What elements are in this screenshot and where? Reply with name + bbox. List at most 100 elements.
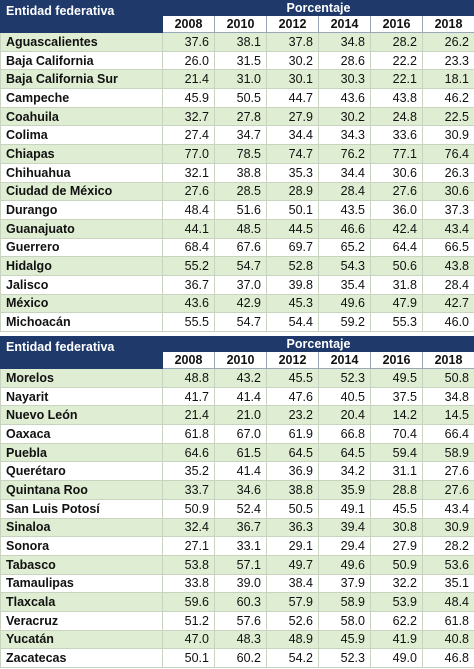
table-row: Sonora 27.1 33.1 29.1 29.4 27.9 28.2 — [0, 536, 474, 556]
percentage-cell: 33.1 — [214, 536, 267, 556]
percentage-cell: 64.6 — [162, 442, 215, 463]
percentage-cell: 38.8 — [214, 162, 267, 183]
table-row: Oaxaca 61.8 67.0 61.9 66.8 70.4 66.4 — [0, 424, 474, 444]
percentage-cell: 30.9 — [421, 125, 474, 146]
percentage-cell: 31.0 — [214, 69, 267, 90]
percentage-cell: 27.1 — [162, 536, 215, 556]
percentage-cell: 52.4 — [214, 498, 267, 519]
state-name: Puebla — [0, 442, 163, 463]
percentage-cell: 49.5 — [370, 368, 423, 388]
table-body: Aguascalientes 37.6 38.1 37.8 34.8 28.2 26.2 Ba… — [0, 32, 474, 332]
percentage-cell: 43.4 — [421, 498, 474, 519]
table-row: Zacatecas 50.1 60.2 54.2 52.3 49.0 46.8 — [0, 648, 474, 668]
percentage-cell: 14.5 — [421, 405, 474, 426]
state-name: Campeche — [0, 88, 163, 108]
year-header: 2010 — [214, 15, 267, 33]
percentage-cell: 58.9 — [318, 592, 371, 612]
percentage-cell: 78.5 — [214, 144, 267, 164]
percentage-cell: 34.2 — [318, 461, 371, 482]
percentage-cell: 27.6 — [162, 181, 215, 202]
table-row: Hidalgo 55.2 54.7 52.8 54.3 50.6 43.8 — [0, 256, 474, 276]
table-row: México 43.6 42.9 45.3 49.6 47.9 42.7 — [0, 293, 474, 314]
percentage-cell: 61.8 — [421, 610, 474, 631]
percentage-cell: 41.4 — [214, 386, 267, 407]
percentage-cell: 30.1 — [266, 69, 319, 90]
percentage-cell: 46.8 — [421, 648, 474, 668]
table-row: Campeche 45.9 50.5 44.7 43.6 43.8 46.2 — [0, 88, 474, 108]
state-name: Nuevo León — [0, 405, 163, 426]
state-name: Sinaloa — [0, 517, 163, 538]
percentage-cell: 69.7 — [266, 237, 319, 258]
percentage-cell: 31.8 — [370, 274, 423, 295]
percentage-cell: 47.6 — [266, 386, 319, 407]
percentage-cell: 23.2 — [266, 405, 319, 426]
table-row: Michoacán 55.5 54.7 54.4 59.2 55.3 46.0 — [0, 312, 474, 332]
table-header: Entidad federativa Porcentaje 2008 2010 2012… — [0, 336, 474, 369]
table-row: Coahuila 32.7 27.8 27.9 30.2 24.8 22.5 — [0, 106, 474, 127]
percentage-cell: 37.5 — [370, 386, 423, 407]
percentage-cell: 48.5 — [214, 218, 267, 239]
percentage-cell: 53.6 — [421, 554, 474, 575]
state-name: Tamaulipas — [0, 573, 163, 594]
percentage-cell: 45.3 — [266, 293, 319, 314]
percentage-cell: 64.5 — [266, 442, 319, 463]
percentage-cell: 31.1 — [370, 461, 423, 482]
percentage-cell: 32.2 — [370, 573, 423, 594]
percentage-cell: 47.9 — [370, 293, 423, 314]
percentage-cell: 42.4 — [370, 218, 423, 239]
percentage-cell: 41.7 — [162, 386, 215, 407]
year-header: 2014 — [318, 351, 371, 369]
percentage-cell: 50.9 — [370, 554, 423, 575]
year-header: 2016 — [370, 351, 423, 369]
percentage-cell: 26.3 — [421, 162, 474, 183]
percentage-cell: 76.2 — [318, 144, 371, 164]
percentage-cell: 42.9 — [214, 293, 267, 314]
percentage-cell: 36.9 — [266, 461, 319, 482]
percentage-cell: 55.3 — [370, 312, 423, 332]
percentage-cell: 22.2 — [370, 50, 423, 71]
percentage-cell: 28.2 — [421, 536, 474, 556]
state-name: San Luis Potosí — [0, 498, 163, 519]
percentage-cell: 54.4 — [266, 312, 319, 332]
table-row: Durango 48.4 51.6 50.1 43.5 36.0 37.3 — [0, 200, 474, 220]
state-name: Guanajuato — [0, 218, 163, 239]
percentage-cell: 68.4 — [162, 237, 215, 258]
percentage-cell: 59.4 — [370, 442, 423, 463]
percentage-cell: 22.5 — [421, 106, 474, 127]
percentage-cell: 42.7 — [421, 293, 474, 314]
percentage-cell: 39.8 — [266, 274, 319, 295]
percentage-cell: 27.4 — [162, 125, 215, 146]
percentage-cell: 29.1 — [266, 536, 319, 556]
percentage-cell: 46.6 — [318, 218, 371, 239]
data-table: Entidad federativa Porcentaje 2008 2010 2012… — [0, 0, 474, 332]
percentage-cell: 38.1 — [214, 32, 267, 52]
table-row: Aguascalientes 37.6 38.1 37.8 34.8 28.2 26.2 — [0, 32, 474, 52]
percentage-cell: 60.3 — [214, 592, 267, 612]
state-name: Durango — [0, 200, 163, 220]
percentage-cell: 76.4 — [421, 144, 474, 164]
percentage-cell: 66.8 — [318, 424, 371, 444]
percentage-cell: 57.9 — [266, 592, 319, 612]
state-name: Coahuila — [0, 106, 163, 127]
year-header: 2008 — [162, 351, 215, 369]
percentage-cell: 27.9 — [266, 106, 319, 127]
percentage-cell: 46.2 — [421, 88, 474, 108]
state-name: Jalisco — [0, 274, 163, 295]
percentage-cell: 28.2 — [370, 32, 423, 52]
percentage-cell: 44.7 — [266, 88, 319, 108]
table-row: Quintana Roo 33.7 34.6 38.8 35.9 28.8 27.6 — [0, 480, 474, 500]
table-row: Tlaxcala 59.6 60.3 57.9 58.9 53.9 48.4 — [0, 592, 474, 612]
percentage-cell: 67.6 — [214, 237, 267, 258]
percentage-cell: 26.2 — [421, 32, 474, 52]
percentage-cell: 38.8 — [266, 480, 319, 500]
group-header: Porcentaje — [161, 0, 474, 16]
table-row: Nayarit 41.7 41.4 47.6 40.5 37.5 34.8 — [0, 386, 474, 407]
state-name: Quintana Roo — [0, 480, 163, 500]
percentage-cell: 32.4 — [162, 517, 215, 538]
percentage-cell: 54.7 — [214, 312, 267, 332]
state-name: Veracruz — [0, 610, 163, 631]
percentage-cell: 26.0 — [162, 50, 215, 71]
percentage-cell: 27.6 — [370, 181, 423, 202]
percentage-cell: 49.6 — [318, 293, 371, 314]
percentage-cell: 47.0 — [162, 629, 215, 650]
